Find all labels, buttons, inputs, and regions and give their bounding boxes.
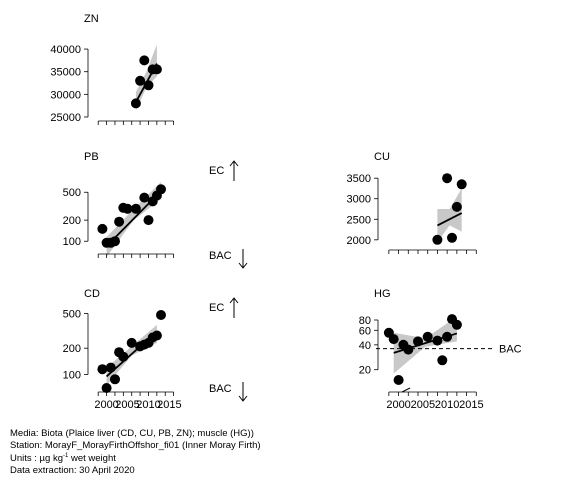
- caption-station: Station: MorayF_MorayFirthOffshor_fi01 (…: [10, 439, 261, 451]
- y-tick-label-hg: 20: [359, 365, 371, 377]
- trend-line-cu: [437, 212, 463, 227]
- y-tick-label-hg: 40: [359, 340, 371, 352]
- data-point-cd: [118, 351, 129, 362]
- data-point-cu: [451, 201, 462, 212]
- data-point-hg: [403, 344, 414, 355]
- y-tick-label-pb: 500: [63, 187, 81, 199]
- y-tick-label-zn: 40000: [50, 44, 81, 56]
- caption: Media: Biota (Plaice liver (CD, CU, PB, …: [10, 428, 261, 476]
- data-point-pb: [130, 203, 141, 214]
- data-point-cd: [151, 330, 162, 341]
- data-point-cd: [110, 374, 120, 385]
- y-tick-label-zn: 30000: [50, 89, 81, 101]
- data-point-cd: [156, 310, 166, 320]
- data-point-cd: [97, 364, 108, 375]
- data-point-cd: [126, 337, 137, 348]
- x-tick-label-cd: 2000: [94, 399, 118, 411]
- caption-extraction: Data extraction: 30 April 2020: [10, 464, 135, 476]
- panel-zn: ZN 25000 30000 35000 40000: [50, 13, 175, 125]
- x-tick-label-hg: 2005: [411, 399, 435, 411]
- y-tick-label-cd: 500: [63, 308, 81, 320]
- data-point-hg: [393, 375, 404, 385]
- caption-units: Units : µg kg-1 wet weight: [10, 451, 261, 465]
- data-point-cu: [432, 234, 443, 245]
- caption-units-prefix: Units : µg kg: [10, 453, 63, 464]
- data-point-cu: [447, 232, 457, 243]
- data-point-zn: [143, 80, 154, 91]
- data-point-zn: [135, 75, 146, 86]
- y-tick-label-cu: 3000: [347, 194, 371, 206]
- data-point-cd: [105, 362, 116, 373]
- y-tick-label-hg: 60: [359, 325, 371, 337]
- hg-offscale-arrow: [401, 387, 411, 393]
- data-point-hg: [437, 355, 448, 366]
- y-tick-label-cu: 2000: [347, 235, 371, 247]
- y-tick-label-cd: 200: [63, 343, 81, 355]
- data-point-pb: [122, 203, 133, 214]
- panel-title-cd: CD: [84, 288, 100, 300]
- data-point-pb: [139, 192, 150, 203]
- y-tick-label-cu: 3500: [347, 173, 371, 185]
- confidence-band-cu: [437, 188, 462, 242]
- data-point-zn: [151, 64, 162, 75]
- panel-pb: PB 100 200 500 EC BAC: [63, 151, 248, 269]
- panel-title-hg: HG: [374, 288, 391, 300]
- caption-units-suffix: wet weight: [68, 453, 116, 464]
- ec-label-pb: EC: [209, 165, 224, 177]
- panel-title-cu: CU: [374, 151, 390, 163]
- data-point-pb: [156, 184, 166, 195]
- y-tick-label-zn: 35000: [50, 67, 81, 79]
- bac-label-pb: BAC: [209, 250, 232, 262]
- data-point-pb: [143, 215, 154, 226]
- panel-title-pb: PB: [84, 151, 99, 163]
- y-tick-label-cu: 2500: [347, 214, 371, 226]
- data-point-pb: [97, 223, 108, 234]
- panel-title-zn: ZN: [84, 13, 99, 25]
- data-point-cu: [456, 179, 467, 190]
- data-point-hg: [388, 334, 399, 345]
- ec-label-cd: EC: [209, 302, 224, 314]
- data-point-cd: [101, 383, 112, 393]
- bac-down-arrow-pb: [238, 249, 248, 269]
- bac-down-arrow-cd: [238, 382, 248, 402]
- x-tick-label-cd: 2005: [115, 399, 139, 411]
- x-tick-label-hg: 2000: [386, 399, 410, 411]
- caption-units-sup: -1: [63, 453, 69, 459]
- x-tick-label-cd: 2015: [157, 399, 181, 411]
- data-point-pb: [110, 236, 120, 247]
- x-tick-label-hg: 2010: [435, 399, 459, 411]
- y-tick-label-pb: 200: [63, 215, 81, 227]
- data-point-hg: [422, 331, 433, 342]
- x-tick-label-cd: 2010: [136, 399, 160, 411]
- data-point-zn: [139, 55, 150, 66]
- data-point-zn: [130, 98, 141, 109]
- x-tick-label-hg: 2015: [459, 399, 483, 411]
- ec-up-arrow-cd: [229, 297, 239, 318]
- data-point-hg: [432, 335, 443, 346]
- bac-label-hg: BAC: [499, 344, 522, 356]
- y-tick-label-pb: 100: [63, 236, 81, 248]
- y-tick-label-cd: 100: [63, 369, 81, 381]
- y-tick-label-zn: 25000: [50, 112, 81, 124]
- data-point-hg: [451, 319, 462, 330]
- bac-label-cd: BAC: [209, 383, 232, 395]
- data-point-hg: [413, 336, 423, 347]
- y-tick-label-hg: 80: [359, 315, 371, 327]
- caption-media: Media: Biota (Plaice liver (CD, CU, PB, …: [10, 428, 254, 439]
- data-point-hg: [442, 331, 453, 342]
- data-point-cu: [442, 173, 453, 184]
- data-point-pb: [114, 216, 125, 227]
- panel-cu: CU 2000 2500 3000 3500: [347, 151, 477, 254]
- ec-up-arrow-pb: [229, 160, 239, 181]
- confidence-band-hg: [393, 316, 457, 374]
